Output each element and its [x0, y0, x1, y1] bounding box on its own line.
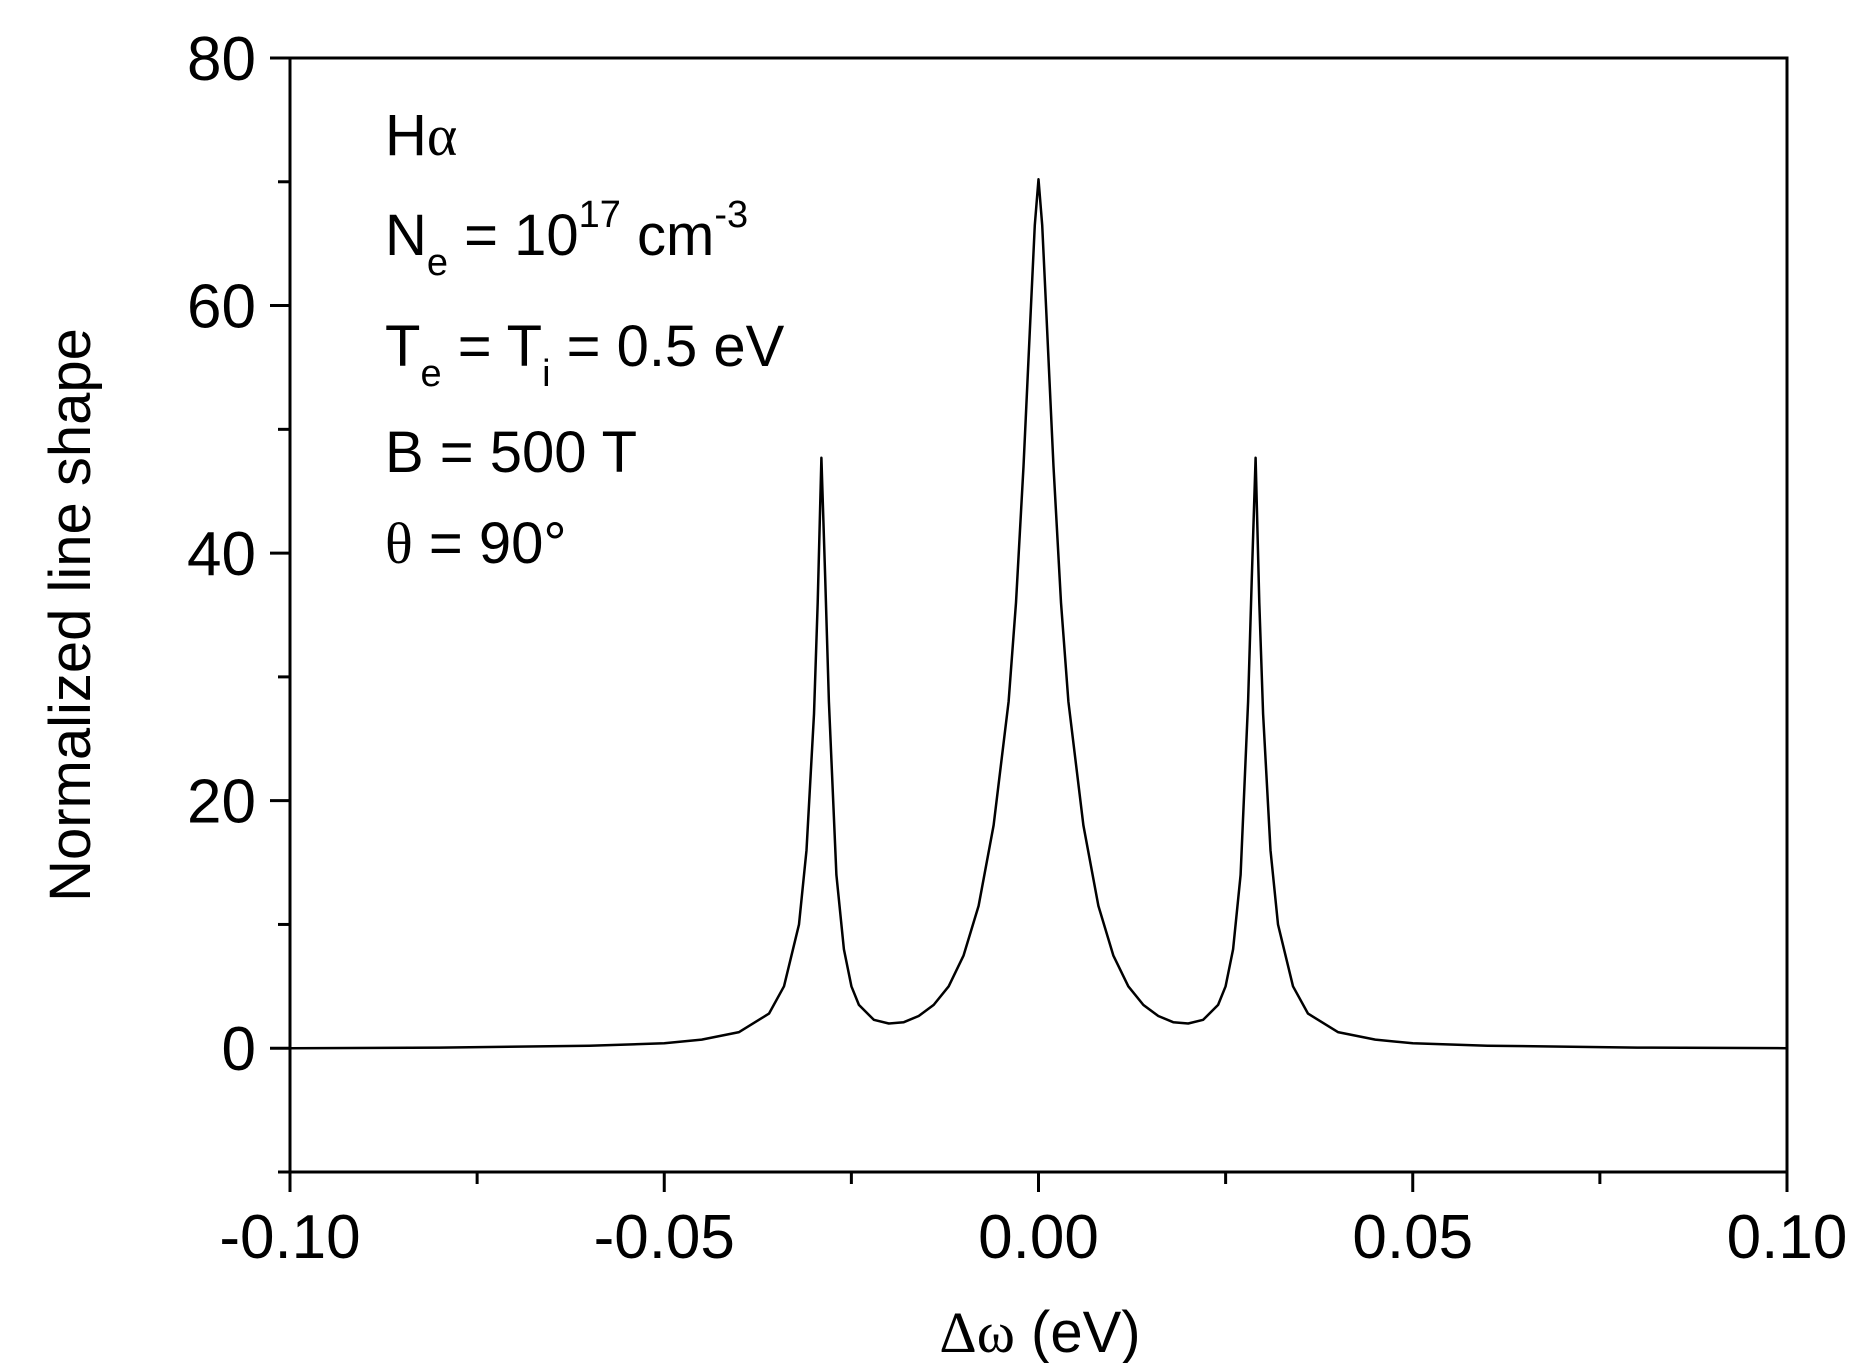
x-axis-unit: (eV) — [1015, 1300, 1141, 1363]
x-axis-title: Δω (eV) — [939, 1300, 1140, 1363]
series-line — [289, 178, 1788, 1050]
x-tick-label: -0.10 — [219, 1203, 360, 1272]
annotation-line-density: Ne = 1017 cm-3 — [385, 194, 748, 284]
annotation-block: Hα Ne = 1017 cm-3 Te = Ti = 0.5 eV B = 5… — [385, 103, 785, 576]
y-axis-title: Normalized line shape — [38, 328, 103, 902]
y-tick-label: 0 — [222, 1015, 256, 1084]
x-tick-label: 0.05 — [1352, 1203, 1473, 1272]
annotation-line-temperature: Te = Ti = 0.5 eV — [385, 314, 785, 395]
y-tick-label: 60 — [187, 273, 256, 342]
annotation-line-species: Hα — [385, 103, 457, 168]
x-axis-ticks: -0.10 -0.05 0.00 0.05 0.10 — [219, 1172, 1847, 1272]
annotation-line-field: B = 500 T — [385, 420, 637, 485]
y-axis-ticks: 0 20 40 60 80 — [187, 25, 290, 1174]
y-tick-label: 20 — [187, 768, 256, 837]
annotation-line-angle: θ = 90° — [385, 511, 567, 576]
y-tick-label: 80 — [187, 25, 256, 94]
y-tick-label: 40 — [187, 520, 256, 589]
x-axis-symbol: Δω — [939, 1300, 1014, 1363]
x-tick-label: 0.10 — [1727, 1203, 1848, 1272]
x-tick-label: -0.05 — [594, 1203, 735, 1272]
x-tick-label: 0.00 — [978, 1203, 1099, 1272]
series-layer — [289, 178, 1788, 1050]
